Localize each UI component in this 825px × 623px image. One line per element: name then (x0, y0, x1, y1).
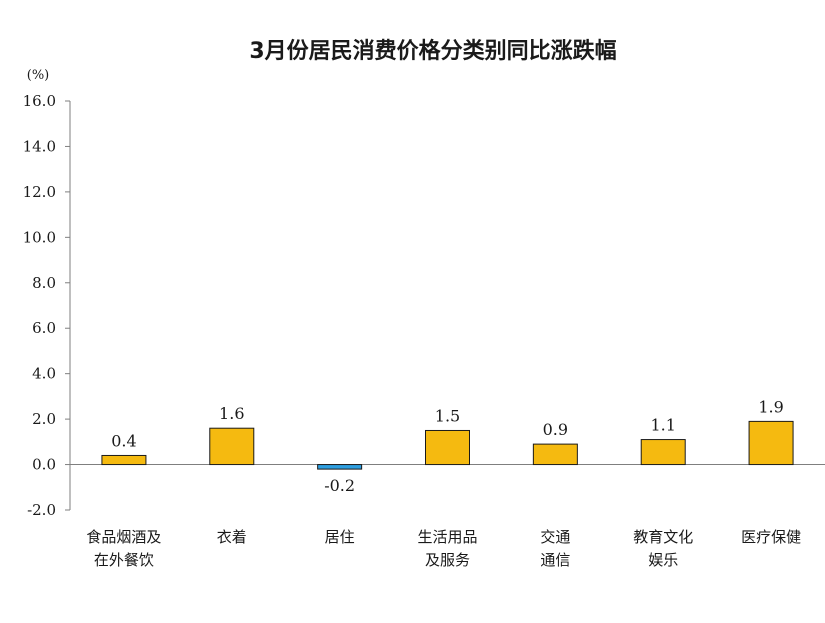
category-label: 食品烟酒及 (86, 528, 161, 546)
y-tick-label: 14.0 (23, 137, 56, 155)
y-tick-label: 10.0 (23, 228, 56, 246)
y-tick-label: 16.0 (23, 92, 56, 110)
chart-title: 3月份居民消费价格分类别同比涨跌幅 (249, 38, 616, 64)
y-tick-label: 4.0 (32, 365, 56, 383)
data-label: 0.9 (543, 420, 568, 439)
category-label: 生活用品 (417, 528, 477, 546)
bar (209, 427, 255, 466)
data-label: 1.1 (650, 416, 675, 435)
category-label: 衣着 (217, 528, 247, 546)
category-label: 娱乐 (648, 551, 678, 569)
category-label: 居住 (325, 528, 355, 546)
bar (640, 439, 686, 466)
y-tick-label: 8.0 (32, 274, 56, 292)
data-label: 1.9 (758, 397, 783, 416)
y-tick-label: -2.0 (27, 501, 56, 519)
data-label: 0.4 (111, 431, 136, 450)
data-label: -0.2 (324, 476, 355, 495)
y-tick-label: 0.0 (32, 456, 56, 474)
plot-area: 16.0 14.0 12.0 10.0 8.0 6.0 4.0 2.0 0.0 -2.0 0.4 食品… (23, 92, 825, 569)
category-label: 通信 (540, 551, 570, 569)
y-tick-label: 12.0 (23, 183, 56, 201)
bar (425, 429, 470, 466)
category-label: 医疗保健 (741, 528, 801, 546)
bar (532, 443, 578, 466)
data-label: 1.6 (219, 404, 244, 423)
data-label: 1.5 (435, 406, 460, 425)
bar (101, 454, 147, 466)
category-label: 及服务 (425, 551, 470, 569)
bar (748, 420, 794, 466)
category-label: 交通 (540, 528, 570, 546)
category-label: 在外餐饮 (94, 551, 154, 569)
y-tick-label: 2.0 (32, 410, 56, 428)
y-tick-label: 6.0 (32, 319, 56, 337)
category-label: 教育文化 (633, 528, 693, 546)
y-axis-unit-label: (%) (27, 68, 50, 83)
bar (317, 464, 363, 470)
